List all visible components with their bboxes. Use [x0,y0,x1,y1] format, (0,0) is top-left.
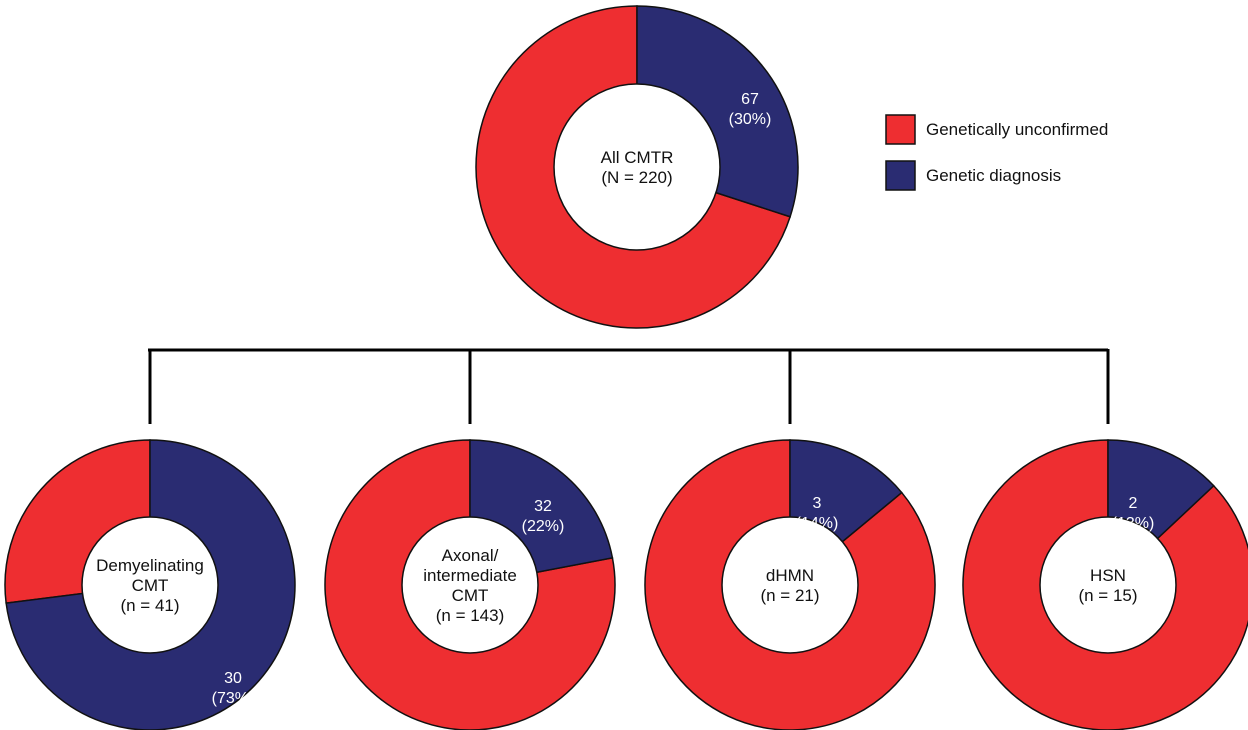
center-label-line: (n = 41) [120,596,179,615]
center-label-line: CMT [452,586,489,605]
center-label-line: Demyelinating [96,556,204,575]
donut-charts: All CMTR(N = 220)67(30%)DemyelinatingCMT… [4,5,1248,730]
center-label-line: dHMN [766,566,814,585]
donut-chart-5: HSN(n = 15) 2 (13%) [962,439,1248,730]
data-label: (14%) [796,515,839,532]
donut-hole [81,516,219,654]
legend-item: Genetic diagnosis [885,160,1061,191]
donut-hole [553,83,721,251]
center-label-line: CMT [132,576,169,595]
donut-chart-1: All CMTR(N = 220) 67 (30%) [475,5,799,329]
donut-chart-4: dHMN(n = 21) 3 (14%) [644,439,936,730]
center-label-line: (n = 143) [436,606,505,625]
center-label-line: (n = 15) [1078,586,1137,605]
chart-legend: Genetically unconfirmed Genetic diagnosis [885,114,1108,191]
data-label: (13%) [1112,515,1155,532]
data-label: (30%) [729,111,772,128]
data-label: 67 [741,91,759,108]
donut-hole [721,516,859,654]
data-label: (22%) [522,518,565,535]
center-label-line: Axonal/ [442,546,499,565]
donut-hole [1039,516,1177,654]
data-label: 3 [813,495,822,512]
data-label: 30 [224,670,242,687]
center-label-line: HSN [1090,566,1126,585]
legend-item: Genetically unconfirmed [885,114,1108,145]
hierarchy-connectors [148,348,1110,424]
data-label: 2 [1129,495,1138,512]
legend-swatch [885,160,916,191]
center-label-line: intermediate [423,566,517,585]
center-label-line: All CMTR [601,148,674,167]
center-label-line: (n = 21) [760,586,819,605]
data-label: 32 [534,498,552,515]
legend-label: Genetic diagnosis [926,166,1061,185]
legend-label: Genetically unconfirmed [926,120,1108,139]
donut-hole [401,516,539,654]
legend-swatch [885,114,916,145]
data-label: (73%) [212,690,255,707]
center-label-line: (N = 220) [601,168,672,187]
